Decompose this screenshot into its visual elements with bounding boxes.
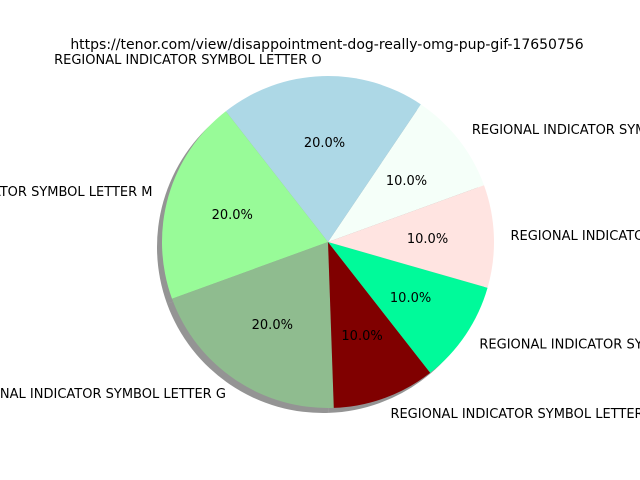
slice-regional-indicator-symbol-letter-m xyxy=(161,111,328,299)
slice-percent-regional-indicator-symbol-letter-t: 10.0% xyxy=(390,291,431,306)
slice-label-regional-indicator-symbol-letter-f: REGIONAL INDICATOR SYMBOL LETTER F xyxy=(510,229,640,244)
chart-title: https://tenor.com/view/disappointment-do… xyxy=(70,37,583,53)
slice-label-regional-indicator-symbol-letter-o: REGIONAL INDICATOR SYMBOL LETTER O xyxy=(54,53,322,68)
slice-regional-indicator-symbol-letter-w xyxy=(328,242,431,408)
slice-percent-regional-indicator-symbol-letter-o: 20.0% xyxy=(304,136,345,151)
slice-percent-regional-indicator-symbol-letter-w: 10.0% xyxy=(341,329,382,344)
pie-slices xyxy=(161,76,494,408)
slice-percent-regional-indicator-symbol-letter-m: 20.0% xyxy=(212,208,253,223)
slice-regional-indicator-symbol-letter-g xyxy=(172,242,334,408)
pie-labels: 10.0% REGIONAL INDICATOR SYMBOL LETTER S 2… xyxy=(0,53,640,422)
slice-label-regional-indicator-symbol-letter-g: REGIONAL INDICATOR SYMBOL LETTER G xyxy=(0,387,226,402)
slice-regional-indicator-symbol-letter-t xyxy=(328,242,488,373)
slice-label-regional-indicator-symbol-letter-s: REGIONAL INDICATOR SYMBOL LETTER S xyxy=(472,123,640,138)
slice-regional-indicator-symbol-letter-f xyxy=(328,185,494,288)
slice-label-regional-indicator-symbol-letter-m: REGIONAL INDICATOR SYMBOL LETTER M xyxy=(0,185,152,200)
slice-percent-regional-indicator-symbol-letter-g: 20.0% xyxy=(252,318,293,333)
slice-regional-indicator-symbol-letter-s xyxy=(328,104,484,242)
slice-percent-regional-indicator-symbol-letter-f: 10.0% xyxy=(407,232,448,247)
slice-label-regional-indicator-symbol-letter-t: REGIONAL INDICATOR SYMBOL LETTER T xyxy=(479,338,640,353)
slice-percent-regional-indicator-symbol-letter-s: 10.0% xyxy=(386,174,427,189)
slice-label-regional-indicator-symbol-letter-w: REGIONAL INDICATOR SYMBOL LETTER W xyxy=(390,407,640,422)
slice-regional-indicator-symbol-letter-o xyxy=(225,76,421,243)
